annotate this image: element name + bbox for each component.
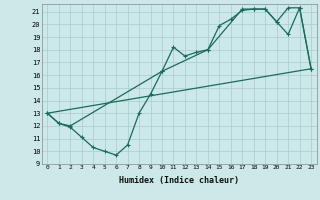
X-axis label: Humidex (Indice chaleur): Humidex (Indice chaleur) bbox=[119, 176, 239, 185]
